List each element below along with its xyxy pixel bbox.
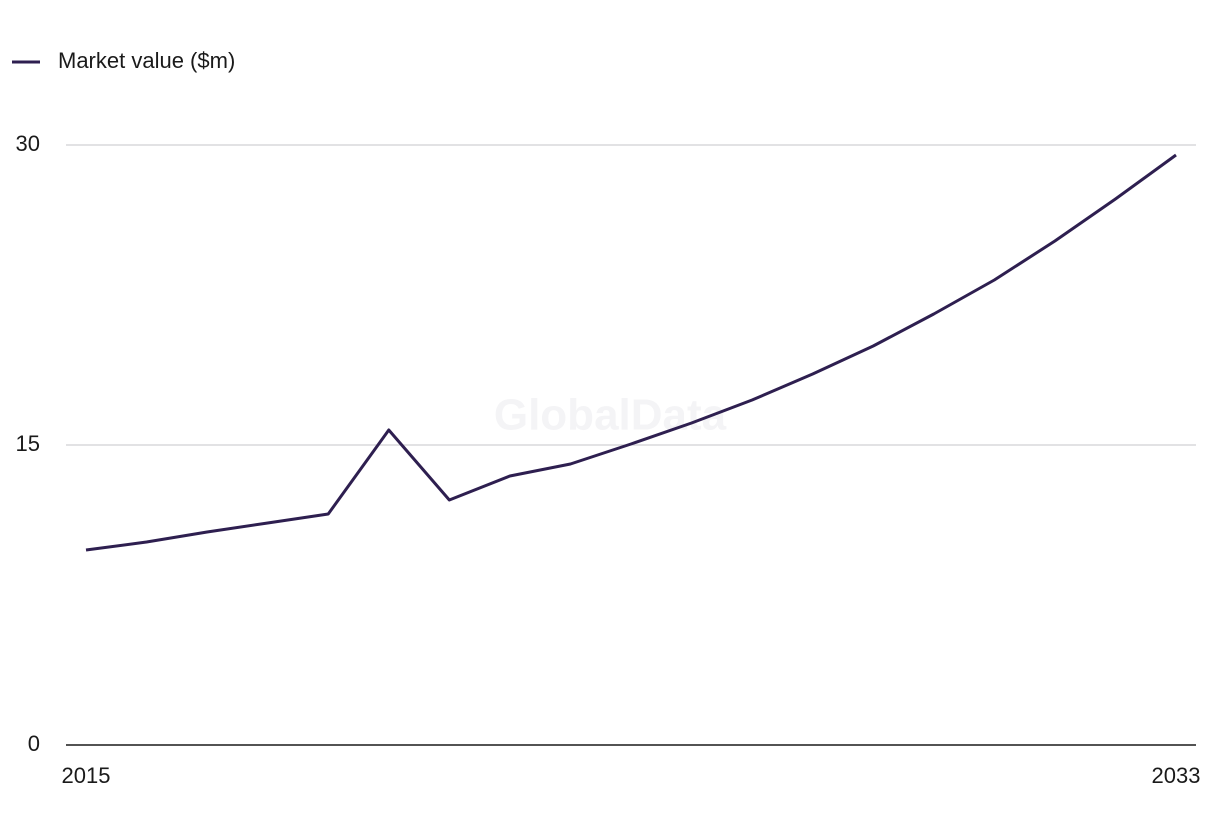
data-line: [85, 153, 1177, 552]
x-tick-label: 2015: [62, 763, 111, 788]
y-tick-label: 0: [28, 731, 40, 756]
watermark: GlobalData: [494, 391, 727, 440]
y-tick-label: 30: [16, 131, 40, 156]
y-tick-label: 15: [16, 431, 40, 456]
x-tick-label: 2033: [1152, 763, 1201, 788]
legend-label: Market value ($m): [58, 48, 235, 73]
